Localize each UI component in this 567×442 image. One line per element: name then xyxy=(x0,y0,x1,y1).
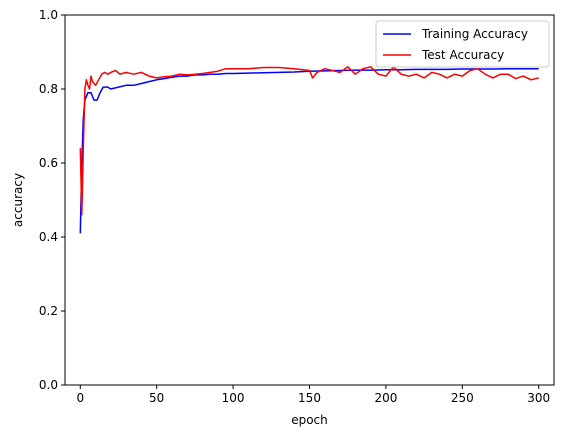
legend-label-training: Training Accuracy xyxy=(421,27,528,41)
y-tick-label: 1.0 xyxy=(39,8,58,22)
x-axis-label: epoch xyxy=(291,413,328,427)
y-tick-label: 0.4 xyxy=(39,230,58,244)
x-tick-label: 0 xyxy=(76,391,84,405)
x-tick-label: 50 xyxy=(149,391,164,405)
legend-frame xyxy=(375,20,550,68)
legend: Training Accuracy Test Accuracy xyxy=(375,20,550,68)
series-line-test xyxy=(79,66,539,216)
legend-label-test: Test Accuracy xyxy=(421,48,504,62)
y-tick-label: 0.8 xyxy=(39,82,58,96)
x-tick-label: 250 xyxy=(451,391,474,405)
x-tick-label: 200 xyxy=(374,391,397,405)
y-tick-label: 0.0 xyxy=(39,378,58,392)
series-line-training xyxy=(79,67,539,234)
y-axis-label: accuracy xyxy=(11,173,25,227)
x-tick-label: 100 xyxy=(222,391,245,405)
x-tick-label: 300 xyxy=(527,391,550,405)
y-tick-label: 0.2 xyxy=(39,304,58,318)
x-tick-label: 150 xyxy=(298,391,321,405)
y-tick-label: 0.6 xyxy=(39,156,58,170)
